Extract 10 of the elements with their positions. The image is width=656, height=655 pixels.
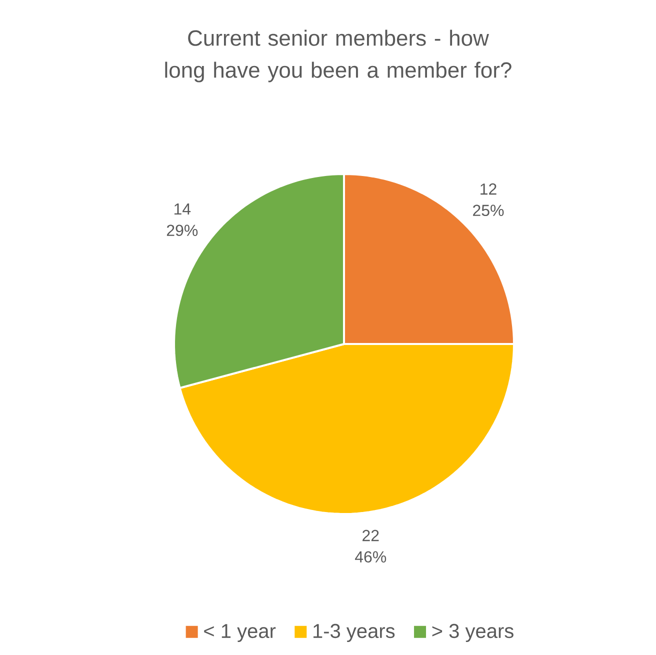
legend-label: > 3 years bbox=[432, 624, 514, 642]
legend-label: < 1 year bbox=[204, 624, 276, 642]
legend-label: 1-3 years bbox=[314, 624, 395, 642]
text: 25% bbox=[473, 204, 504, 216]
data-label: 14 bbox=[174, 204, 191, 215]
data-label: 12 bbox=[480, 183, 496, 195]
text: 46% bbox=[355, 551, 386, 563]
text: 29% bbox=[166, 224, 198, 236]
chart-title: Current senior members - how long have you been a member for? bbox=[165, 30, 512, 82]
data-label: 22 bbox=[362, 530, 379, 542]
